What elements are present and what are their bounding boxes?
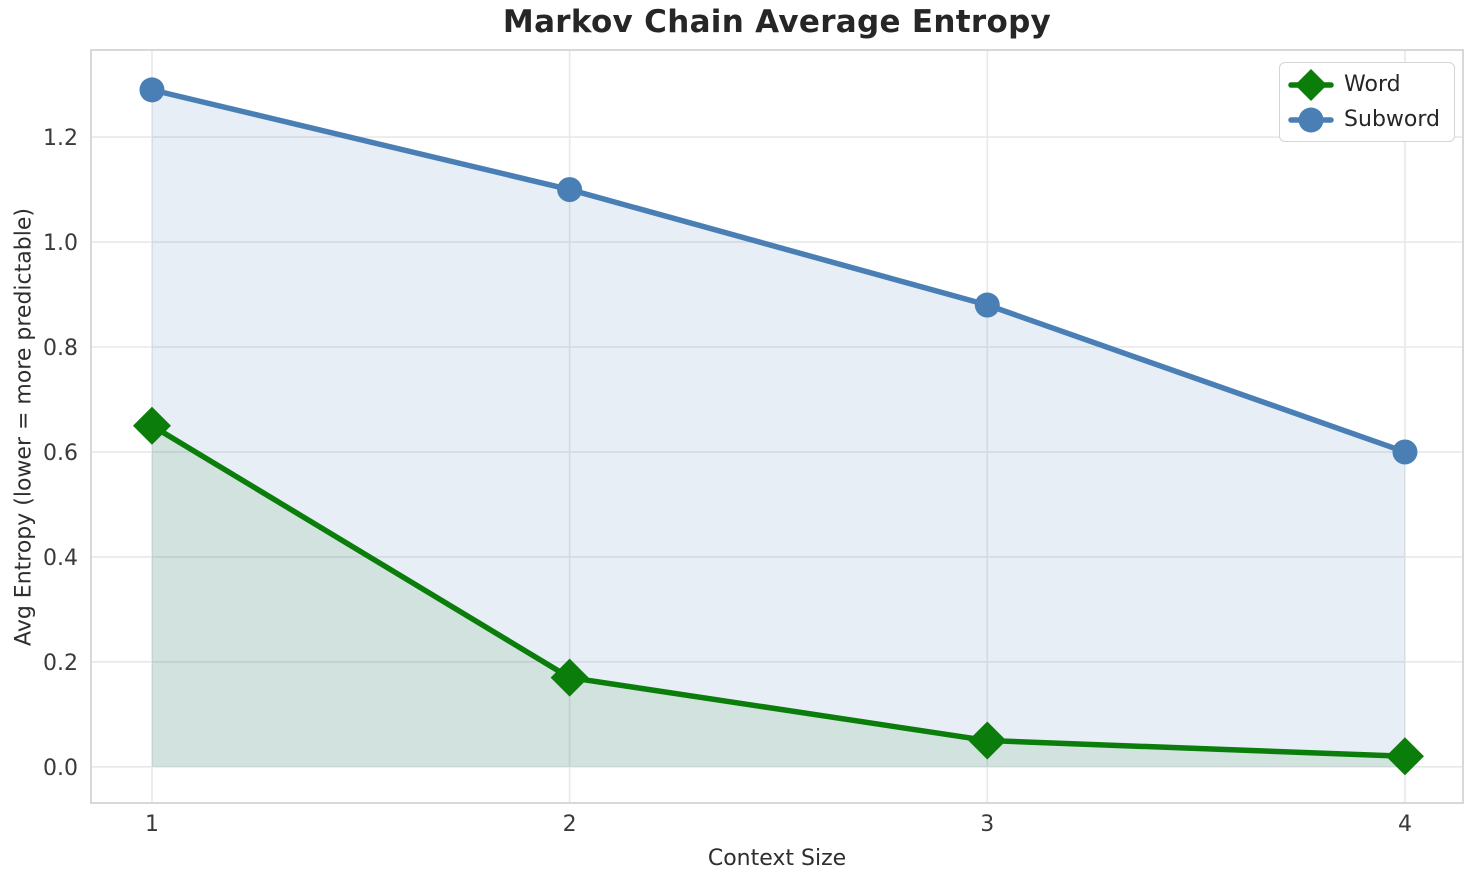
marker-diamond (132, 406, 171, 445)
legend-label: Subword (1344, 106, 1440, 132)
line-subword (149, 87, 1408, 455)
y-tick-label: 1.0 (43, 231, 78, 256)
legend-item-word: Word (1288, 67, 1440, 102)
x-tick-label: 3 (980, 812, 994, 837)
legend-label: Word (1344, 71, 1401, 97)
y-tick-label: 0.8 (43, 336, 78, 361)
y-tick-label: 0.0 (43, 756, 78, 781)
marker-circle (139, 77, 165, 103)
area-fill-subword (151, 89, 1405, 767)
y-axis-label: Avg Entropy (lower = more predictable) (11, 208, 37, 646)
marker-circle (974, 292, 1000, 318)
marker-diamond (968, 721, 1007, 760)
circle-marker-icon (1288, 107, 1334, 132)
chart-title: Markov Chain Average Entropy (502, 4, 1052, 40)
legend: Word Subword (1279, 62, 1455, 142)
marker-circle (1392, 439, 1418, 465)
line-word (149, 422, 1408, 760)
x-tick-label: 4 (1398, 812, 1412, 837)
y-tick-label: 0.2 (43, 651, 78, 676)
diamond-marker-icon (1288, 68, 1334, 101)
legend-item-subword: Subword (1288, 102, 1440, 137)
y-tick-label: 0.4 (43, 546, 78, 571)
marker-circle (557, 177, 583, 203)
x-axis-label: Context Size (707, 846, 847, 871)
x-tick-label: 2 (563, 812, 577, 837)
area-fill-word (151, 425, 1405, 767)
y-tick-label: 0.6 (43, 441, 78, 466)
marker-diamond (550, 658, 589, 697)
x-tick-label: 1 (145, 812, 159, 837)
marker-diamond (1385, 737, 1424, 776)
axes-frame (90, 49, 1464, 804)
y-tick-label: 1.2 (43, 126, 78, 151)
